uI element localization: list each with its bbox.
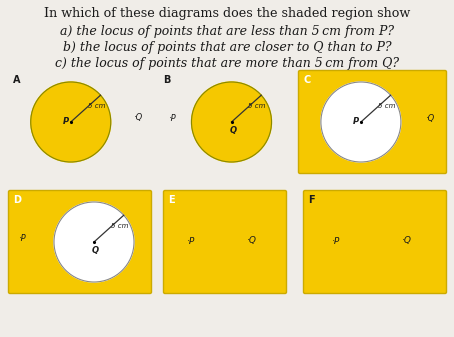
Text: C: C [303,75,310,85]
FancyBboxPatch shape [304,190,446,294]
Text: 5 cm: 5 cm [111,223,128,228]
Text: In which of these diagrams does the shaded region show: In which of these diagrams does the shad… [44,7,410,20]
Text: ·Q: ·Q [247,237,257,245]
Text: ·P: ·P [332,237,340,245]
Circle shape [31,82,111,162]
Text: ·Q: ·Q [133,113,142,122]
Text: ·P: ·P [168,114,176,123]
Text: Q: Q [230,125,237,134]
Text: D: D [13,195,21,205]
Text: b) the locus of points that are closer to Q than to P?: b) the locus of points that are closer t… [63,41,391,54]
Text: E: E [168,195,175,205]
Text: 5 cm: 5 cm [88,103,105,109]
FancyBboxPatch shape [163,190,286,294]
Text: c) the locus of points that are more than 5 cm from Q?: c) the locus of points that are more tha… [55,57,399,70]
Text: F: F [308,195,315,205]
Text: B: B [163,75,170,85]
Circle shape [54,202,134,282]
Text: a) the locus of points that are less than 5 cm from P?: a) the locus of points that are less tha… [60,25,394,38]
Circle shape [192,82,271,162]
Text: Q: Q [92,245,99,254]
Text: 5 cm: 5 cm [248,103,266,109]
Text: 5 cm: 5 cm [378,103,395,109]
Text: P: P [353,117,359,125]
Text: A: A [13,75,20,85]
Circle shape [321,82,401,162]
Text: ·Q: ·Q [402,237,412,245]
Text: ·P: ·P [18,234,25,243]
FancyBboxPatch shape [9,190,152,294]
FancyBboxPatch shape [298,70,446,174]
Text: ·P: ·P [188,237,196,245]
Text: P: P [63,117,69,125]
Text: ·Q: ·Q [425,114,434,123]
